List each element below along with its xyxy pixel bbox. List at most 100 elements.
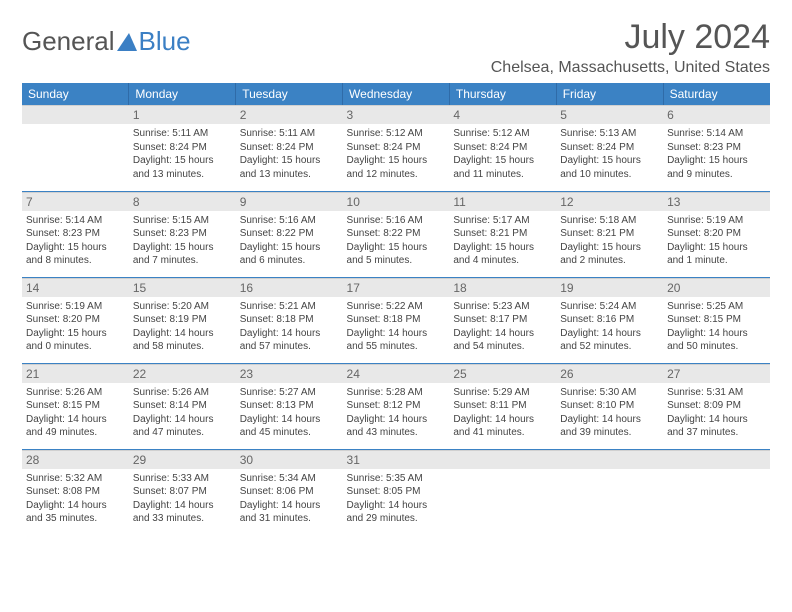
day-details: Sunrise: 5:11 AMSunset: 8:24 PMDaylight:… <box>240 127 339 181</box>
day-cell: 25 Sunrise: 5:29 AMSunset: 8:11 PMDayligh… <box>449 363 556 449</box>
day-header: Wednesday <box>343 83 450 105</box>
day-cell: 12Sunrise: 5:18 AMSunset: 8:21 PMDayligh… <box>556 191 663 277</box>
day-cell: 14Sunrise: 5:19 AMSunset: 8:20 PMDayligh… <box>22 277 129 363</box>
calendar-body: 1Sunrise: 5:11 AMSunset: 8:24 PMDaylight… <box>22 105 770 535</box>
day-cell <box>663 449 770 535</box>
day-details: Sunrise: 5:26 AMSunset: 8:15 PMDaylight:… <box>26 386 125 440</box>
day-cell: 26 Sunrise: 5:30 AMSunset: 8:10 PMDayligh… <box>556 363 663 449</box>
day-number: 14 <box>22 278 129 297</box>
logo: General Blue <box>22 18 191 57</box>
calendar-table: SundayMondayTuesdayWednesdayThursdayFrid… <box>22 83 770 535</box>
day-number: 25 <box>449 364 556 383</box>
day-number: 23 <box>236 364 343 383</box>
day-number: 20 <box>663 278 770 297</box>
day-details: Sunrise: 5:16 AMSunset: 8:22 PMDaylight:… <box>240 214 339 268</box>
day-number: 27 <box>663 364 770 383</box>
day-cell: 27 Sunrise: 5:31 AMSunset: 8:09 PMDayligh… <box>663 363 770 449</box>
day-cell: 31Sunrise: 5:35 AMSunset: 8:05 PMDayligh… <box>343 449 450 535</box>
day-cell: 4Sunrise: 5:12 AMSunset: 8:24 PMDaylight… <box>449 105 556 191</box>
day-number: 10 <box>343 192 450 211</box>
day-number-empty <box>663 450 770 469</box>
day-details: Sunrise: 5:34 AMSunset: 8:06 PMDaylight:… <box>240 472 339 526</box>
day-number: 4 <box>449 105 556 124</box>
day-number: 18 <box>449 278 556 297</box>
day-cell: 24Sunrise: 5:28 AMSunset: 8:12 PMDayligh… <box>343 363 450 449</box>
logo-text-part2: Blue <box>139 26 191 56</box>
location: Chelsea, Massachusetts, United States <box>491 59 770 77</box>
week-row: 14Sunrise: 5:19 AMSunset: 8:20 PMDayligh… <box>22 277 770 363</box>
day-cell: 23Sunrise: 5:27 AMSunset: 8:13 PMDayligh… <box>236 363 343 449</box>
day-cell: 30 Sunrise: 5:34 AMSunset: 8:06 PMDayligh… <box>236 449 343 535</box>
day-cell: 15 Sunrise: 5:20 AMSunset: 8:19 PMDayligh… <box>129 277 236 363</box>
day-number-empty <box>22 105 129 124</box>
day-cell <box>449 449 556 535</box>
day-details: Sunrise: 5:12 AMSunset: 8:24 PMDaylight:… <box>347 127 446 181</box>
day-cell <box>556 449 663 535</box>
day-number: 6 <box>663 105 770 124</box>
day-details: Sunrise: 5:25 AMSunset: 8:15 PMDaylight:… <box>667 300 766 354</box>
day-details: Sunrise: 5:14 AMSunset: 8:23 PMDaylight:… <box>26 214 125 268</box>
day-details: Sunrise: 5:20 AMSunset: 8:19 PMDaylight:… <box>133 300 232 354</box>
day-details: Sunrise: 5:11 AMSunset: 8:24 PMDaylight:… <box>133 127 232 181</box>
day-number: 9 <box>236 192 343 211</box>
day-details: Sunrise: 5:14 AMSunset: 8:23 PMDaylight:… <box>667 127 766 181</box>
day-details: Sunrise: 5:32 AMSunset: 8:08 PMDaylight:… <box>26 472 125 526</box>
day-details: Sunrise: 5:22 AMSunset: 8:18 PMDaylight:… <box>347 300 446 354</box>
day-number: 29 <box>129 450 236 469</box>
day-number: 30 <box>236 450 343 469</box>
day-details: Sunrise: 5:24 AMSunset: 8:16 PMDaylight:… <box>560 300 659 354</box>
day-cell: 17 Sunrise: 5:22 AMSunset: 8:18 PMDayligh… <box>343 277 450 363</box>
day-cell: 19 Sunrise: 5:24 AMSunset: 8:16 PMDayligh… <box>556 277 663 363</box>
month-title: July 2024 <box>491 18 770 57</box>
day-cell: 11 Sunrise: 5:17 AMSunset: 8:21 PMDayligh… <box>449 191 556 277</box>
day-cell: 1 Sunrise: 5:11 AMSunset: 8:24 PMDaylight… <box>129 105 236 191</box>
day-cell: 20 Sunrise: 5:25 AMSunset: 8:15 PMDayligh… <box>663 277 770 363</box>
day-number: 13 <box>663 192 770 211</box>
day-header: Friday <box>556 83 663 105</box>
day-details: Sunrise: 5:31 AMSunset: 8:09 PMDaylight:… <box>667 386 766 440</box>
day-number: 1 <box>129 105 236 124</box>
day-number: 28 <box>22 450 129 469</box>
day-details: Sunrise: 5:21 AMSunset: 8:18 PMDaylight:… <box>240 300 339 354</box>
day-cell <box>22 105 129 191</box>
day-details: Sunrise: 5:29 AMSunset: 8:11 PMDaylight:… <box>453 386 552 440</box>
day-header: Tuesday <box>236 83 343 105</box>
day-details: Sunrise: 5:28 AMSunset: 8:12 PMDaylight:… <box>347 386 446 440</box>
day-number-empty <box>556 450 663 469</box>
day-number: 2 <box>236 105 343 124</box>
day-details: Sunrise: 5:30 AMSunset: 8:10 PMDaylight:… <box>560 386 659 440</box>
day-number: 15 <box>129 278 236 297</box>
day-cell: 7Sunrise: 5:14 AMSunset: 8:23 PMDaylight… <box>22 191 129 277</box>
title-block: July 2024 Chelsea, Massachusetts, United… <box>491 18 770 77</box>
day-cell: 8Sunrise: 5:15 AMSunset: 8:23 PMDaylight… <box>129 191 236 277</box>
day-number: 5 <box>556 105 663 124</box>
day-cell: 28 Sunrise: 5:32 AMSunset: 8:08 PMDayligh… <box>22 449 129 535</box>
day-details: Sunrise: 5:35 AMSunset: 8:05 PMDaylight:… <box>347 472 446 526</box>
day-header: Sunday <box>22 83 129 105</box>
day-number: 26 <box>556 364 663 383</box>
day-number: 3 <box>343 105 450 124</box>
day-details: Sunrise: 5:26 AMSunset: 8:14 PMDaylight:… <box>133 386 232 440</box>
logo-text-part1: General <box>22 26 115 57</box>
day-number: 11 <box>449 192 556 211</box>
day-cell: 3 Sunrise: 5:12 AMSunset: 8:24 PMDaylight… <box>343 105 450 191</box>
day-details: Sunrise: 5:15 AMSunset: 8:23 PMDaylight:… <box>133 214 232 268</box>
day-number: 12 <box>556 192 663 211</box>
day-cell: 13Sunrise: 5:19 AMSunset: 8:20 PMDayligh… <box>663 191 770 277</box>
day-number: 19 <box>556 278 663 297</box>
day-number: 22 <box>129 364 236 383</box>
day-cell: 16Sunrise: 5:21 AMSunset: 8:18 PMDayligh… <box>236 277 343 363</box>
header: General Blue July 2024 Chelsea, Massachu… <box>22 18 770 77</box>
day-header: Saturday <box>663 83 770 105</box>
day-details: Sunrise: 5:23 AMSunset: 8:17 PMDaylight:… <box>453 300 552 354</box>
day-cell: 5 Sunrise: 5:13 AMSunset: 8:24 PMDaylight… <box>556 105 663 191</box>
day-number-empty <box>449 450 556 469</box>
week-row: 7Sunrise: 5:14 AMSunset: 8:23 PMDaylight… <box>22 191 770 277</box>
day-details: Sunrise: 5:17 AMSunset: 8:21 PMDaylight:… <box>453 214 552 268</box>
week-row: 21Sunrise: 5:26 AMSunset: 8:15 PMDayligh… <box>22 363 770 449</box>
day-number: 17 <box>343 278 450 297</box>
day-cell: 29Sunrise: 5:33 AMSunset: 8:07 PMDayligh… <box>129 449 236 535</box>
day-cell: 9 Sunrise: 5:16 AMSunset: 8:22 PMDaylight… <box>236 191 343 277</box>
week-row: 1Sunrise: 5:11 AMSunset: 8:24 PMDaylight… <box>22 105 770 191</box>
day-details: Sunrise: 5:13 AMSunset: 8:24 PMDaylight:… <box>560 127 659 181</box>
